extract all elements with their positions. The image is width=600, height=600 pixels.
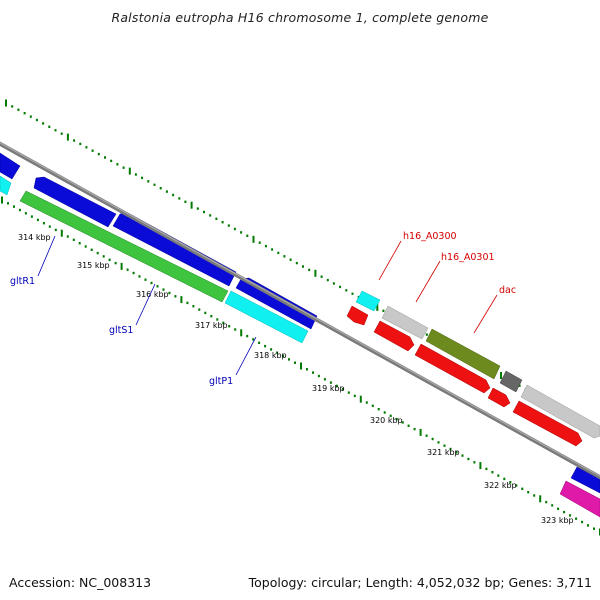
scale-label: 323 kbp <box>541 516 574 525</box>
genome-summary-text: Topology: circular; Length: 4,052,032 bp… <box>248 575 592 590</box>
map-title: Ralstonia eutropha H16 chromosome 1, com… <box>111 10 489 25</box>
scale-label: 319 kbp <box>312 384 345 393</box>
gene-label-gltS1[interactable]: gltS1 <box>109 325 133 336</box>
gene-arrow-green[interactable] <box>19 190 229 303</box>
forward-strand-genes <box>0 152 600 494</box>
gene-arrow-cyan[interactable] <box>355 290 381 312</box>
reverse-strand-genes <box>19 190 600 518</box>
gene-arrow-silver[interactable] <box>381 305 429 340</box>
gene-label-h16_A0300[interactable]: h16_A0300 <box>403 231 457 242</box>
leader-line-dac <box>473 294 498 334</box>
scale-label: 322 kbp <box>484 481 517 490</box>
leader-line-gltS1 <box>135 283 156 326</box>
leader-line-h16_A0301 <box>415 260 441 303</box>
accession-text: Accession: NC_008313 <box>9 575 152 590</box>
genome-backbone-highlight <box>0 142 600 477</box>
leader-line-h16_A0300 <box>378 240 402 281</box>
gene-arrow-darkgray[interactable] <box>499 370 523 393</box>
gene-arrow-olive[interactable] <box>425 328 501 380</box>
gene-arrow-cyan[interactable] <box>224 290 309 344</box>
gene-label-dac[interactable]: dac <box>499 285 516 296</box>
gene-label-leaders <box>37 235 498 376</box>
scale-label: 315 kbp <box>77 261 110 270</box>
genome-backbone <box>0 141 600 480</box>
gene-arrow-red[interactable] <box>512 400 583 447</box>
gene-arrow-blue[interactable] <box>0 152 21 180</box>
scale-label: 314 kbp <box>18 233 51 242</box>
scale-label: 320 kbp <box>370 416 403 425</box>
gene-arrow-silver[interactable] <box>520 384 600 439</box>
gene-arrow-magenta[interactable] <box>559 480 600 518</box>
gene-arrow-red[interactable] <box>487 387 511 408</box>
scale-label: 318 kbp <box>254 351 287 360</box>
inner-tick-track <box>1 196 600 536</box>
scale-label: 316 kbp <box>136 290 169 299</box>
gene-arrow-cyan[interactable] <box>0 175 12 196</box>
scale-label: 317 kbp <box>195 321 228 330</box>
gene-labels: gltR1 gltS1 gltP1 h16_A0300 h16_A0301 da… <box>10 231 516 387</box>
gene-label-gltP1[interactable]: gltP1 <box>209 376 233 387</box>
leader-line-gltR1 <box>37 235 56 277</box>
gene-arrow-red[interactable] <box>414 343 491 394</box>
scale-label: 321 kbp <box>427 448 460 457</box>
gene-arrow-red[interactable] <box>373 320 415 352</box>
gene-label-gltR1[interactable]: gltR1 <box>10 276 35 287</box>
leader-line-gltP1 <box>235 336 257 376</box>
gene-arrow-blue[interactable] <box>33 176 117 228</box>
gene-arrow-red[interactable] <box>346 305 369 326</box>
gene-arrow-blue[interactable] <box>235 277 318 330</box>
gene-label-h16_A0301[interactable]: h16_A0301 <box>441 252 495 263</box>
scale-labels: 314 kbp 315 kbp 316 kbp 317 kbp 318 kbp … <box>18 233 574 525</box>
